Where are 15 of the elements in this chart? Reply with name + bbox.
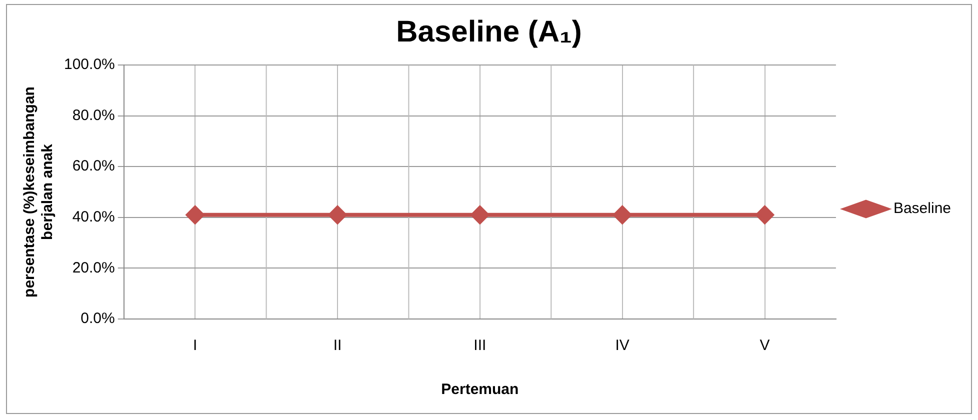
x-tick-label: III [474,337,486,354]
y-tick-label: 100.0% [64,56,115,74]
x-tick-label: IV [615,337,630,354]
x-axis-title: Pertemuan [441,381,519,398]
legend-label: Baseline [893,200,952,218]
x-tick-label: I [192,337,198,354]
y-axis-title: persentase (%)keseimbangan berjalan anak [21,86,56,298]
x-tick-label: V [760,337,770,354]
y-tick-label: 40.0% [72,208,115,226]
y-tick-label: 20.0% [72,259,115,276]
x-tick-label: II [333,337,342,354]
y-tick-label: 60.0% [72,158,115,175]
y-tick-label: 80.0% [72,106,115,124]
chart-title: Baseline (A₁) [396,15,582,48]
y-tick-label: 0.0% [80,310,115,328]
